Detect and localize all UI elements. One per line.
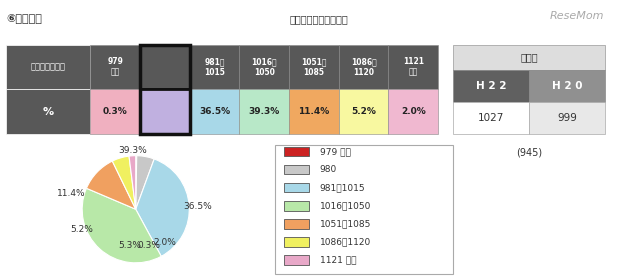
Text: 0.3%: 0.3% [103, 107, 128, 116]
FancyBboxPatch shape [289, 45, 339, 89]
Text: 1016～1050: 1016～1050 [320, 201, 371, 210]
Text: ReseMom: ReseMom [550, 11, 605, 21]
Text: 979 以下: 979 以下 [320, 147, 350, 156]
Text: 5.2%: 5.2% [71, 225, 94, 234]
FancyBboxPatch shape [284, 165, 308, 174]
Text: 2.0%: 2.0% [401, 107, 426, 116]
Wedge shape [112, 156, 136, 209]
Text: 0.3%: 0.3% [138, 241, 160, 250]
FancyBboxPatch shape [190, 45, 239, 89]
Text: ⑥第５学年: ⑥第５学年 [6, 14, 42, 24]
Text: 999: 999 [557, 113, 577, 123]
FancyBboxPatch shape [284, 147, 308, 156]
Text: 981～1015: 981～1015 [320, 183, 365, 192]
FancyBboxPatch shape [284, 219, 308, 229]
Wedge shape [129, 156, 136, 209]
Text: 1027: 1027 [478, 113, 505, 123]
Text: 1016～
1050: 1016～ 1050 [251, 57, 277, 77]
Text: H 2 2: H 2 2 [476, 81, 507, 91]
Wedge shape [86, 161, 136, 209]
Wedge shape [136, 156, 137, 209]
Text: ＊太枚は標準授業時数: ＊太枚は標準授業時数 [290, 14, 349, 24]
Text: 980: 980 [320, 165, 337, 174]
Text: 2.0%: 2.0% [154, 238, 176, 247]
Text: H 2 0: H 2 0 [552, 81, 582, 91]
Text: 1121
以上: 1121 以上 [403, 57, 424, 77]
Text: 1121 以上: 1121 以上 [320, 256, 356, 264]
FancyBboxPatch shape [6, 45, 90, 89]
Wedge shape [82, 188, 161, 263]
Text: 平均値: 平均値 [520, 52, 538, 62]
FancyBboxPatch shape [339, 89, 388, 134]
FancyBboxPatch shape [284, 237, 308, 247]
FancyBboxPatch shape [90, 45, 140, 89]
Text: (945): (945) [516, 147, 542, 157]
FancyBboxPatch shape [289, 89, 339, 134]
Wedge shape [136, 156, 154, 209]
Wedge shape [136, 159, 189, 256]
Text: 39.3%: 39.3% [249, 107, 280, 116]
FancyBboxPatch shape [275, 145, 453, 273]
FancyBboxPatch shape [140, 45, 190, 89]
FancyBboxPatch shape [284, 183, 308, 193]
Text: 年間総授業時数: 年間総授業時数 [31, 62, 66, 71]
FancyBboxPatch shape [453, 102, 529, 134]
Text: 36.5%: 36.5% [199, 107, 230, 116]
Text: 36.5%: 36.5% [183, 202, 212, 211]
FancyBboxPatch shape [453, 45, 605, 70]
FancyBboxPatch shape [284, 255, 308, 265]
FancyBboxPatch shape [239, 45, 289, 89]
Text: 5.2%: 5.2% [351, 107, 376, 116]
Text: 1051～
1085: 1051～ 1085 [301, 57, 326, 77]
Text: 1086～
1120: 1086～ 1120 [350, 57, 376, 77]
FancyBboxPatch shape [453, 70, 529, 102]
Text: 11.4%: 11.4% [57, 189, 86, 198]
FancyBboxPatch shape [140, 89, 190, 134]
FancyBboxPatch shape [6, 89, 90, 134]
FancyBboxPatch shape [529, 102, 605, 134]
Text: 1051～1085: 1051～1085 [320, 220, 371, 229]
Text: 1086～1120: 1086～1120 [320, 237, 371, 247]
Text: 5.3%: 5.3% [118, 241, 141, 250]
FancyBboxPatch shape [529, 70, 605, 102]
Text: 979
以下: 979 以下 [107, 57, 123, 77]
FancyBboxPatch shape [90, 89, 140, 134]
FancyBboxPatch shape [388, 45, 438, 89]
Text: 11.4%: 11.4% [298, 107, 329, 116]
FancyBboxPatch shape [190, 89, 239, 134]
FancyBboxPatch shape [339, 45, 388, 89]
Text: %: % [43, 107, 54, 117]
Text: 981～
1015: 981～ 1015 [204, 57, 225, 77]
Text: 980: 980 [157, 62, 173, 71]
Text: 5.3%: 5.3% [152, 107, 177, 116]
FancyBboxPatch shape [239, 89, 289, 134]
FancyBboxPatch shape [284, 201, 308, 211]
FancyBboxPatch shape [388, 89, 438, 134]
Text: 39.3%: 39.3% [118, 146, 147, 155]
